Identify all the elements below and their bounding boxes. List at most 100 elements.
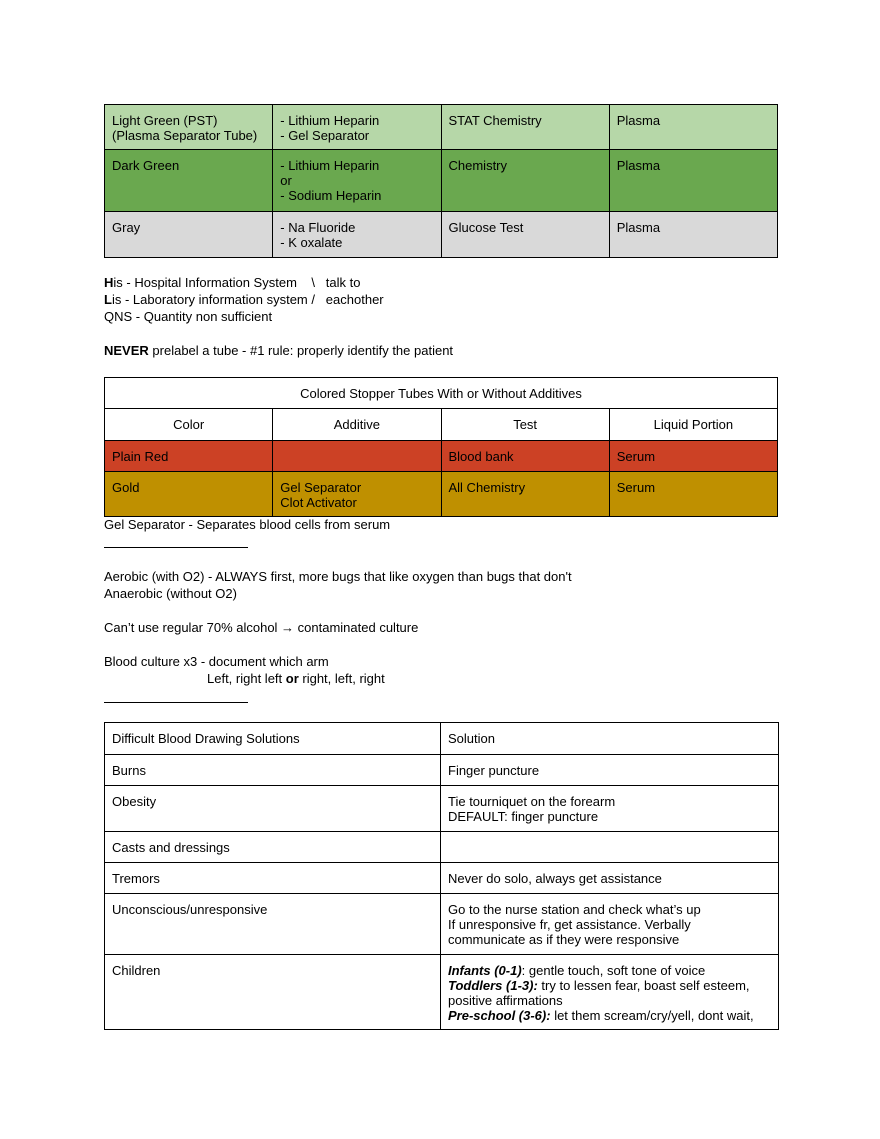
- solution-cell: Finger puncture: [440, 754, 779, 786]
- difficulty-cell: Burns: [104, 754, 441, 786]
- cell-line: - Lithium Heparin: [280, 158, 380, 173]
- cell-line: Blood bank: [448, 449, 514, 464]
- cell-line: - Gel Separator: [280, 128, 370, 143]
- table-row: Casts and dressings: [104, 831, 779, 863]
- table-cell: Serum: [608, 440, 779, 472]
- cell-line: Obesity: [112, 794, 157, 809]
- table-row: Plain Red Blood bank Serum: [103, 440, 779, 472]
- column-header: Additive: [272, 408, 442, 441]
- difficulty-cell: Children: [104, 954, 441, 1030]
- cell-line: Clot Activator: [280, 495, 357, 510]
- table-row: Light Green (PST) (Plasma Separator Tube)…: [103, 104, 779, 150]
- divider: [104, 702, 248, 703]
- text-segment: try to lessen fear, boast self esteem,: [537, 978, 750, 993]
- cell-line: Serum: [616, 480, 656, 495]
- cell-line: - Na Fluoride: [280, 220, 356, 235]
- text-segment: Go to the nurse station and check what’s…: [448, 902, 701, 917]
- cell-line: - Sodium Heparin: [280, 188, 382, 203]
- text-segment: DEFAULT: finger puncture: [448, 809, 599, 824]
- arm-order-note: Left, right left or right, left, right: [207, 670, 385, 687]
- table-row: Burns Finger puncture: [104, 754, 779, 786]
- note-line: NEVER prelabel a tube - #1 rule: properl…: [104, 342, 453, 359]
- blood-culture-note: Blood culture x3 - document which arm: [104, 654, 329, 669]
- text-segment: NEVER: [104, 343, 149, 358]
- table-cell: - Lithium Heparin or - Sodium Heparin: [272, 149, 442, 212]
- column-header: Solution: [440, 722, 779, 755]
- text-segment: Pre-school (3-6):: [448, 1008, 551, 1023]
- cell-line: Glucose Test: [448, 220, 524, 235]
- note-line: His - Hospital Information System \ talk…: [104, 274, 453, 291]
- text-segment: is - Laboratory information system / eac…: [111, 292, 384, 307]
- table-cell: All Chemistry: [440, 471, 610, 517]
- cell-line: Serum: [616, 449, 656, 464]
- text-segment: prelabel a tube - #1 rule: properly iden…: [148, 343, 454, 358]
- text-segment: is - Hospital Information System \ talk …: [113, 275, 361, 290]
- table-cell: STAT Chemistry: [440, 104, 610, 150]
- table-cell: Gel Separator Clot Activator: [272, 471, 442, 517]
- table-cell: - Lithium Heparin - Gel Separator: [272, 104, 442, 150]
- solution-cell: Never do solo, always get assistance: [440, 862, 779, 894]
- table-cell: Glucose Test: [440, 211, 610, 258]
- cell-line: Plasma: [616, 158, 661, 173]
- difficulty-cell: Casts and dressings: [104, 831, 441, 863]
- solution-cell: Go to the nurse station and check what’s…: [440, 893, 779, 955]
- column-header: Test: [440, 408, 610, 441]
- cell-line: STAT Chemistry: [448, 113, 542, 128]
- column-header: Liquid Portion: [608, 408, 779, 441]
- cell-line: Unconscious/unresponsive: [112, 902, 268, 917]
- solution-cell: Infants (0-1): gentle touch, soft tone o…: [440, 954, 779, 1030]
- colored-stopper-table: Colored Stopper Tubes With or Without Ad…: [103, 377, 779, 517]
- table-cell: Plasma: [608, 104, 779, 150]
- text-segment: communicate as if they were responsive: [448, 932, 680, 947]
- cell-line: Burns: [112, 763, 146, 778]
- table-cell: Plasma: [608, 211, 779, 258]
- column-header: Color: [103, 408, 274, 441]
- cell-line: Chemistry: [448, 158, 508, 173]
- table-row: Tremors Never do solo, always get assista…: [104, 862, 779, 894]
- alcohol-note: Can’t use regular 70% alcohol → contamin…: [104, 620, 419, 635]
- solution-cell: [440, 831, 779, 863]
- table-cell: Plain Red: [103, 440, 274, 472]
- cell-line: (Plasma Separator Tube): [112, 128, 258, 143]
- anaerobic-note: Anaerobic (without O2): [104, 586, 237, 601]
- solution-cell: Tie tourniquet on the forearm DEFAULT: fi…: [440, 785, 779, 832]
- abbreviations-notes: His - Hospital Information System \ talk…: [104, 274, 453, 359]
- cell-line: or: [280, 173, 292, 188]
- text-segment: H: [104, 275, 114, 290]
- cell-line: Dark Green: [112, 158, 180, 173]
- gel-separator-note: Gel Separator - Separates blood cells fr…: [104, 517, 391, 532]
- difficult-draw-table: Difficult Blood Drawing Solutions Solutio…: [104, 722, 779, 1030]
- cell-line: All Chemistry: [448, 480, 526, 495]
- text-segment: Toddlers (1-3):: [448, 978, 538, 993]
- cell-line: - K oxalate: [280, 235, 343, 250]
- divider: [104, 547, 248, 548]
- note-line: Lis - Laboratory information system / ea…: [104, 291, 453, 308]
- table-cell: Serum: [608, 471, 779, 517]
- table-cell: Gold: [103, 471, 274, 517]
- cell-line: - Lithium Heparin: [280, 113, 380, 128]
- text-segment: or: [285, 671, 299, 686]
- cell-line: Plasma: [616, 220, 661, 235]
- table-row: Obesity Tie tourniquet on the forearm DEFA…: [104, 785, 779, 832]
- cell-line: Gel Separator: [280, 480, 362, 495]
- cell-line: Plain Red: [112, 449, 169, 464]
- table-title: Colored Stopper Tubes With or Without Ad…: [104, 377, 778, 409]
- text-segment: right, left, right: [298, 671, 385, 686]
- table-cell: Blood bank: [440, 440, 610, 472]
- table-cell: Dark Green: [103, 149, 274, 212]
- table-row: Gold Gel Separator Clot Activator All Chemi…: [103, 471, 779, 517]
- table-cell: - Na Fluoride - K oxalate: [272, 211, 442, 258]
- text-segment: Finger puncture: [448, 763, 540, 778]
- cell-line: Plasma: [616, 113, 661, 128]
- table-cell: [272, 440, 442, 472]
- cell-line: Gold: [112, 480, 140, 495]
- table-cell: Plasma: [608, 149, 779, 212]
- note-line: QNS - Quantity non sufficient: [104, 308, 453, 325]
- cell-line: Children: [112, 963, 161, 978]
- table-cell: Light Green (PST) (Plasma Separator Tube): [103, 104, 274, 150]
- text-segment: L: [104, 292, 112, 307]
- difficulty-cell: Obesity: [104, 785, 441, 832]
- table-row: Children Infants (0-1): gentle touch, sof…: [104, 954, 779, 1030]
- cell-line: Tremors: [112, 871, 160, 886]
- difficulty-cell: Tremors: [104, 862, 441, 894]
